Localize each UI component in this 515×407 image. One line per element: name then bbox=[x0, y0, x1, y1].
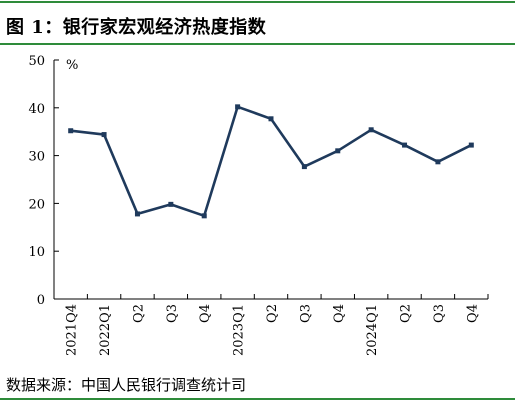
data-point bbox=[268, 116, 274, 122]
x-tick-label: Q4 bbox=[465, 304, 480, 323]
figure-title: 图 1：银行家宏观经济热度指数 bbox=[6, 17, 267, 38]
x-axis-ticks: 2021Q4 2022Q1 Q2 Q3 Q4 2023Q1 Q2 Q3 Q4 2024Q1 Q2 Q3… bbox=[65, 294, 480, 356]
x-tick-label: Q2 bbox=[265, 304, 280, 323]
y-tick-label: 20 bbox=[28, 197, 45, 212]
y-tick-label: 0 bbox=[37, 293, 45, 308]
x-tick-label: Q2 bbox=[131, 304, 146, 323]
data-point bbox=[435, 159, 441, 165]
data-point bbox=[235, 104, 241, 110]
x-tick-label: Q4 bbox=[198, 304, 213, 323]
series-group bbox=[68, 104, 474, 219]
y-tick-label: 50 bbox=[28, 54, 45, 69]
y-tick-label: 30 bbox=[28, 150, 45, 165]
x-tick-label: Q3 bbox=[298, 304, 313, 323]
y-unit-label: % bbox=[66, 58, 78, 73]
source-note: 数据来源：中国人民银行调查统计司 bbox=[6, 376, 247, 394]
data-point bbox=[335, 148, 341, 154]
x-tick-label: Q2 bbox=[399, 304, 414, 323]
x-tick-label: 2022Q1 bbox=[98, 304, 113, 356]
x-tick-label: 2023Q1 bbox=[232, 304, 247, 356]
data-point bbox=[101, 132, 107, 138]
data-point bbox=[68, 128, 74, 134]
title-rule bbox=[0, 43, 515, 45]
x-tick-label: Q3 bbox=[432, 304, 447, 323]
y-axis-ticks: 0 10 20 30 40 50 bbox=[28, 54, 59, 308]
x-tick-label: 2021Q4 bbox=[65, 304, 80, 356]
data-point bbox=[168, 201, 174, 207]
data-point bbox=[301, 164, 307, 170]
chart-axes bbox=[53, 60, 489, 300]
y-tick-label: 10 bbox=[28, 245, 45, 260]
data-point bbox=[134, 211, 140, 217]
x-tick-label: 2024Q1 bbox=[365, 304, 380, 356]
top-rule bbox=[0, 1, 515, 3]
data-point bbox=[201, 213, 207, 219]
x-tick-label: Q4 bbox=[332, 304, 347, 323]
x-tick-label: Q3 bbox=[165, 304, 180, 323]
data-point bbox=[468, 142, 474, 148]
data-point bbox=[368, 127, 374, 133]
data-point bbox=[402, 142, 408, 148]
y-tick-label: 40 bbox=[28, 102, 45, 117]
bottom-rule bbox=[0, 398, 515, 400]
series-line bbox=[70, 105, 472, 218]
